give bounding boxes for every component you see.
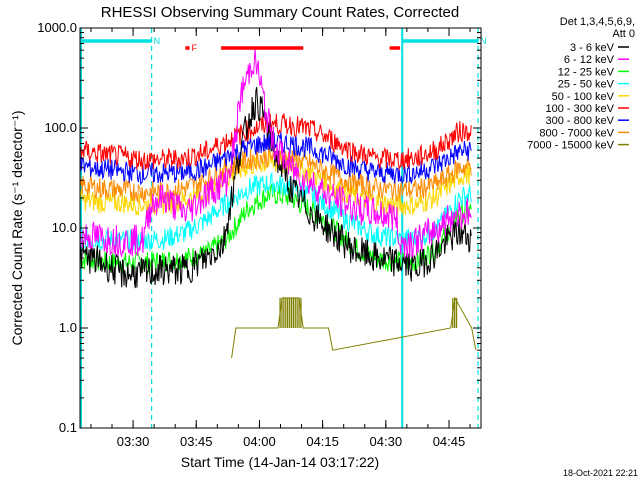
flag-label-2: F xyxy=(192,43,198,53)
legend-label-4: 50 - 100 keV xyxy=(552,91,615,103)
y-tick-label-4: 0.1 xyxy=(59,420,77,435)
plot-area: N NF xyxy=(79,28,487,428)
legend-label-7: 800 - 7000 keV xyxy=(539,127,614,139)
x-tick-label-2: 04:00 xyxy=(243,434,276,449)
series-line-4 xyxy=(79,150,472,216)
y-tick-label-1: 100.0 xyxy=(44,120,77,135)
x-axis: 03:30 03:45 04:00 04:15 04:30 04:45 xyxy=(90,28,471,449)
x-tick-label-5: 04:45 xyxy=(433,434,466,449)
series-1 xyxy=(79,48,472,259)
series-5 xyxy=(79,113,472,171)
flag-label-1: N xyxy=(480,36,487,46)
y-tick-label-2: 10.0 xyxy=(52,220,77,235)
x-tick-label-0: 03:30 xyxy=(117,434,150,449)
x-tick-label-3: 04:15 xyxy=(306,434,339,449)
legend-label-1: 6 - 12 keV xyxy=(564,54,615,66)
legend-label-5: 100 - 300 keV xyxy=(546,103,615,115)
legend-label-6: 300 - 800 keV xyxy=(546,115,615,127)
y-tick-label-3: 1.0 xyxy=(59,320,77,335)
flag-label-0: N xyxy=(154,36,161,46)
x-tick-label-4: 04:30 xyxy=(370,434,403,449)
y-tick-label-0: 1000.0 xyxy=(37,20,77,35)
chart-title: RHESSI Observing Summary Count Rates, Co… xyxy=(101,4,459,21)
legend-label-3: 25 - 50 keV xyxy=(558,79,615,91)
legend-label-2: 12 - 25 keV xyxy=(558,66,615,78)
series-line-1 xyxy=(79,48,472,259)
series-line-8 xyxy=(231,296,477,359)
y-axis-label: Corrected Count Rate (s⁻¹ detector⁻¹) xyxy=(9,111,25,346)
series-8 xyxy=(231,296,477,359)
series-6 xyxy=(79,131,472,186)
legend-header-0: Det 1,3,4,5,6,9, xyxy=(560,16,635,28)
series-4 xyxy=(79,150,472,216)
plot-frame xyxy=(79,27,482,429)
legend-label-0: 3 - 6 keV xyxy=(570,42,615,54)
timestamp: 18-Oct-2021 22:21 xyxy=(563,468,638,478)
legend-header-1: Att 0 xyxy=(612,28,635,40)
x-axis-label: Start Time (14-Jan-14 03:17:22) xyxy=(181,454,379,470)
series-line-5 xyxy=(79,113,472,171)
y-axis: 1000.0 100.0 10.0 1.0 0.1 xyxy=(37,20,481,435)
series-line-6 xyxy=(79,131,472,186)
x-tick-label-1: 03:45 xyxy=(180,434,213,449)
legend-label-8: 7000 - 15000 keV xyxy=(527,140,615,152)
